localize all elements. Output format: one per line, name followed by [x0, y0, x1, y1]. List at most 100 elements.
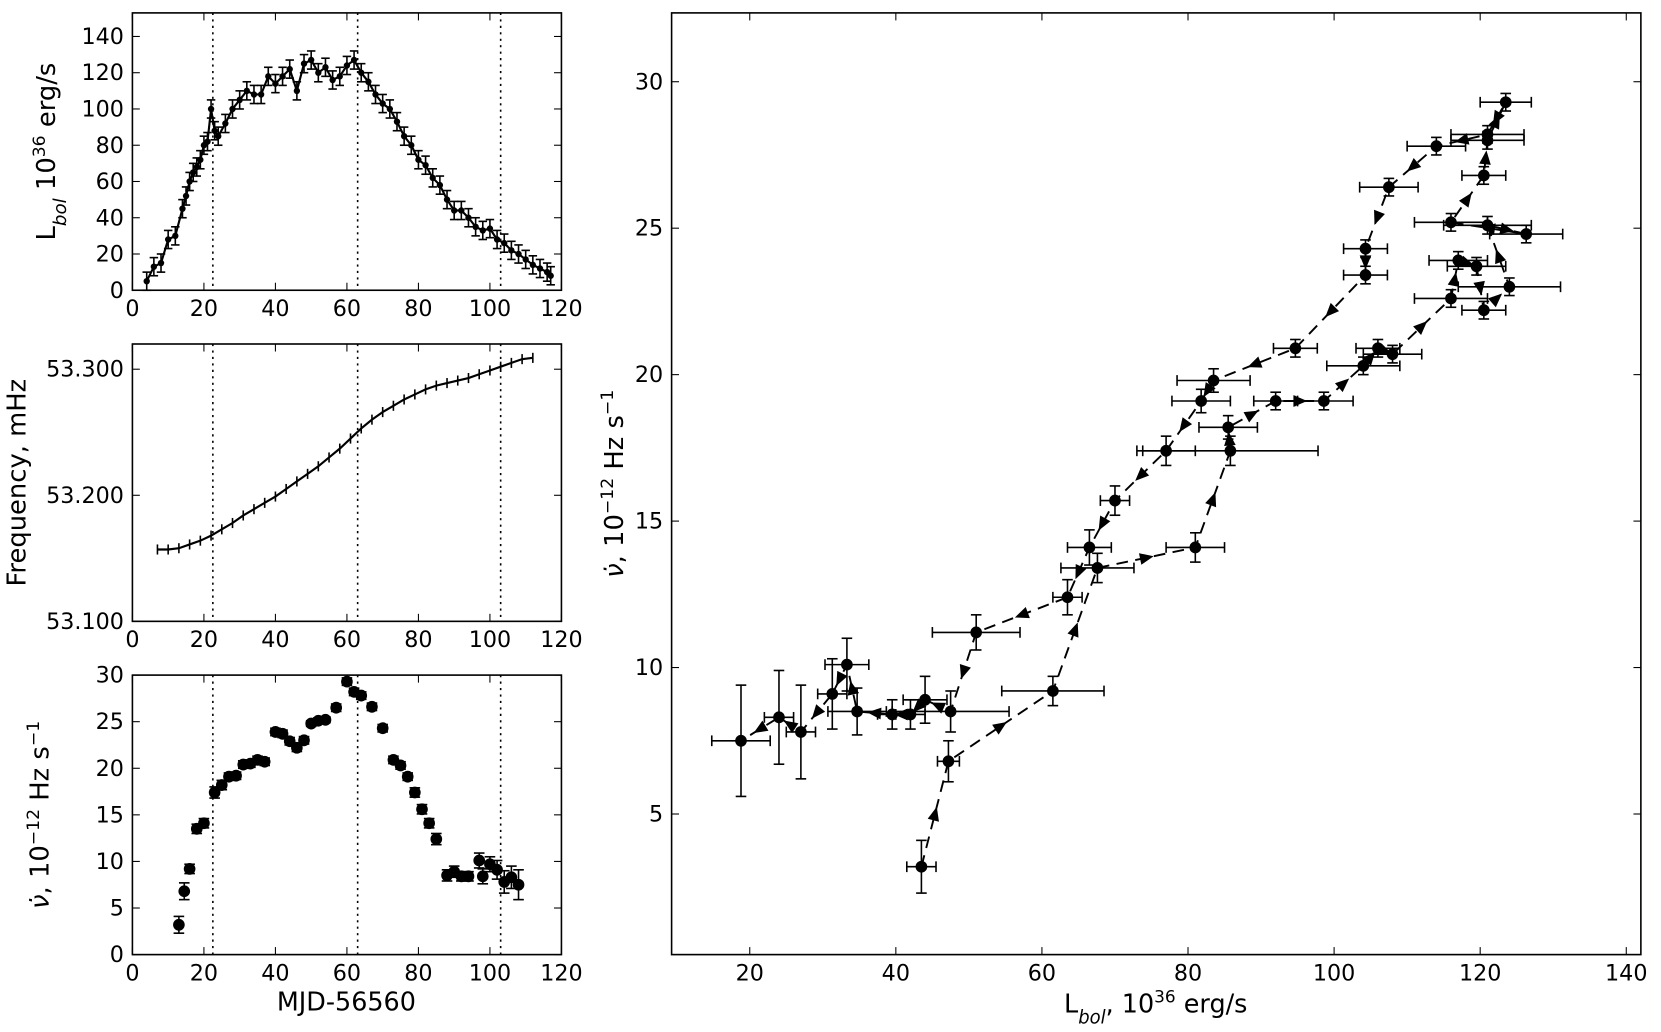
data-point: [229, 105, 236, 113]
data-point: [515, 250, 522, 258]
data-point: [322, 64, 329, 71]
x-tick-label: 20: [190, 960, 218, 986]
data-point: [319, 713, 332, 726]
data-point: [376, 722, 389, 735]
data-point: [1359, 269, 1372, 281]
label-part: bol: [50, 198, 71, 226]
data-point: [486, 225, 494, 232]
data-point: [1430, 140, 1443, 153]
y-tick-label: 140: [81, 24, 123, 50]
data-point: [970, 626, 983, 639]
label-part: Hz s: [600, 415, 630, 478]
data-point: [430, 833, 443, 845]
data-point: [423, 817, 435, 830]
data-point: [350, 56, 358, 64]
x-tick-label: 40: [261, 627, 289, 653]
data-point: [179, 205, 186, 212]
label-part: L: [1064, 989, 1079, 1019]
x-tick-label: 80: [404, 627, 432, 653]
data-point: [257, 91, 265, 98]
data-point: [204, 138, 211, 145]
y-tick-label: 25: [96, 709, 124, 735]
data-point: [211, 127, 218, 134]
y-axis-label: Lbol 1036 erg/s: [30, 63, 70, 241]
data-point: [178, 885, 191, 898]
data-point: [491, 863, 503, 876]
data-point: [215, 132, 222, 140]
y-tick-label: 30: [635, 69, 663, 95]
direction-arrow: [1325, 302, 1340, 318]
direction-arrow: [867, 707, 882, 720]
direction-arrow: [811, 704, 826, 719]
direction-arrow: [1458, 192, 1472, 208]
label-part: 10: [32, 157, 62, 198]
y-tick-label: 0: [110, 942, 124, 968]
label-part: ν̇: [600, 563, 630, 577]
data-point: [394, 759, 407, 772]
data-point: [355, 689, 368, 702]
data-point: [1224, 444, 1237, 457]
plot-frame: [131, 343, 563, 623]
plot-frame: [131, 674, 563, 956]
data-point: [547, 272, 554, 279]
y-tick-label: 40: [96, 205, 124, 231]
data-point: [458, 207, 465, 214]
label-part: erg/s: [32, 63, 62, 136]
direction-arrow: [1406, 157, 1422, 172]
y-tick-label: 120: [81, 60, 123, 86]
data-point: [307, 56, 315, 64]
data-point: [358, 69, 365, 76]
x-tick-label: 0: [125, 296, 139, 322]
direction-arrow: [753, 720, 769, 733]
data-point: [409, 786, 421, 799]
label-part: −1: [24, 721, 44, 746]
direction-arrow: [1359, 255, 1372, 270]
data-point: [462, 870, 475, 883]
direction-arrow: [992, 721, 1007, 735]
y-tick-label: 53.200: [46, 483, 124, 509]
data-point: [293, 87, 301, 95]
data-point: [473, 854, 486, 867]
data-point: [773, 711, 785, 724]
data-point: [479, 227, 486, 234]
direction-arrow: [1098, 515, 1111, 531]
direction-arrow: [1492, 109, 1505, 125]
data-point: [1269, 395, 1282, 407]
data-point: [1481, 128, 1494, 141]
data-point: [536, 265, 544, 272]
data-point: [265, 73, 272, 80]
data-point: [415, 156, 422, 163]
data-point: [1195, 395, 1207, 407]
direction-arrow: [1205, 492, 1217, 508]
y-axis-label: ν̇, 10−12 Hz s−1: [24, 721, 56, 909]
data-point: [472, 223, 479, 231]
x-axis-label: MJD-56560: [277, 987, 416, 1017]
direction-arrow: [1374, 209, 1385, 225]
connecting-line: [740, 101, 1527, 867]
direction-arrow: [1479, 150, 1491, 165]
data-point: [841, 658, 853, 671]
data-point: [258, 755, 271, 768]
data-point: [1470, 260, 1483, 273]
y-tick-label: 53.100: [46, 609, 124, 635]
data-point: [476, 870, 489, 883]
y-tick-label: 100: [81, 96, 123, 122]
x-tick-label: 40: [261, 960, 289, 986]
x-tick-label: 100: [1313, 960, 1355, 986]
x-tick-label: 100: [469, 627, 511, 653]
data-point: [366, 700, 378, 713]
data-point: [215, 779, 228, 791]
data-point: [182, 192, 190, 200]
x-tick-label: 80: [1174, 960, 1202, 986]
label-part: Hz s: [26, 746, 56, 809]
data-point: [1478, 169, 1490, 182]
x-axis-label: Lbol, 1036 erg/s: [1064, 987, 1247, 1028]
y-tick-label: 15: [635, 508, 663, 534]
data-point: [207, 105, 215, 113]
data-point: [330, 701, 343, 714]
y-tick-label: 20: [96, 241, 124, 267]
data-point: [279, 73, 286, 80]
data-point: [416, 803, 428, 816]
data-point: [501, 239, 508, 247]
